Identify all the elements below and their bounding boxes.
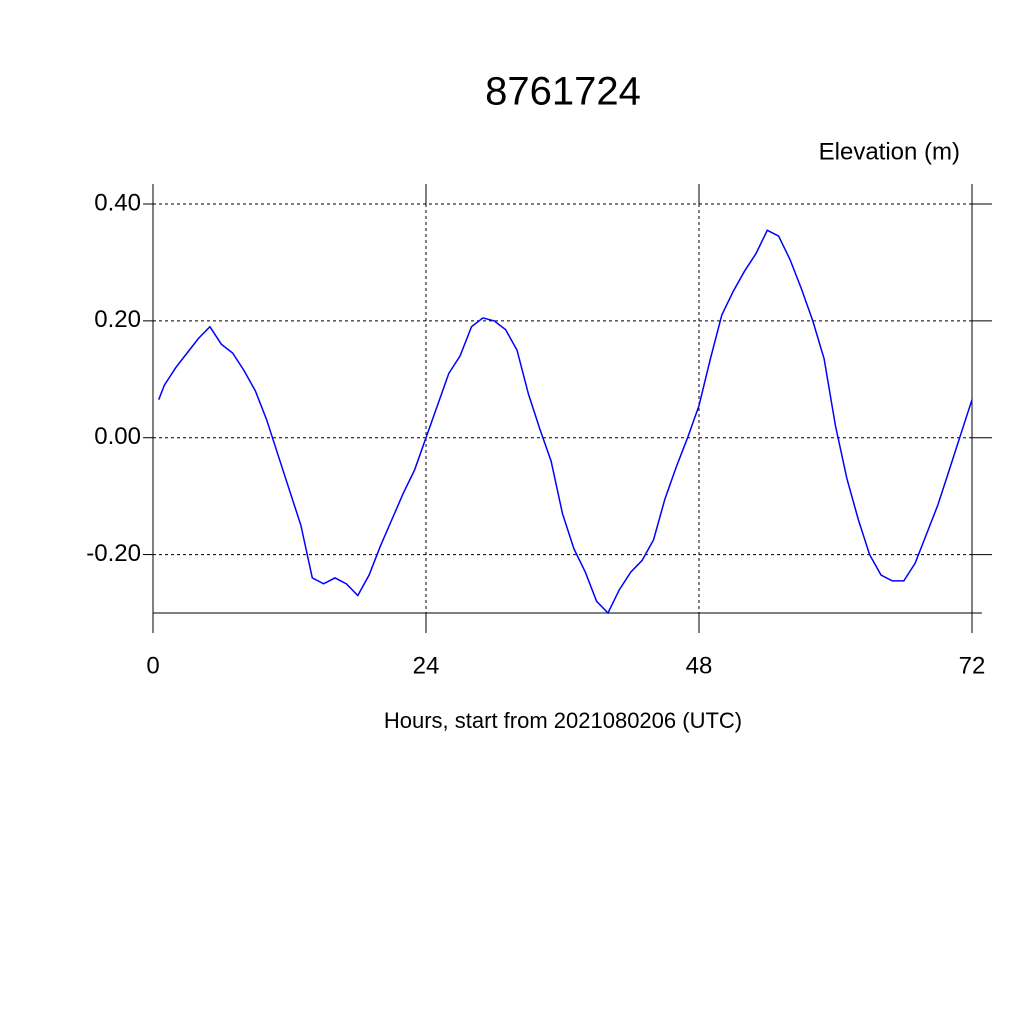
data-line: [158, 229, 973, 615]
x-tick-label: 24: [413, 652, 440, 679]
x-tick-label: 0: [146, 652, 159, 679]
x-axis-label: Hours, start from 2021080206 (UTC): [384, 708, 742, 733]
x-tick-label: 72: [959, 652, 986, 679]
y-tick-label: 0.00: [94, 423, 141, 450]
y-tick-label: 0.20: [94, 306, 141, 333]
x-tick-label: 48: [686, 652, 713, 679]
y-axis-label: Elevation (m): [819, 138, 960, 165]
y-tick-label: 0.40: [94, 189, 141, 216]
y-tick-label: -0.20: [86, 540, 141, 567]
chart-title: 8761724: [485, 70, 641, 114]
